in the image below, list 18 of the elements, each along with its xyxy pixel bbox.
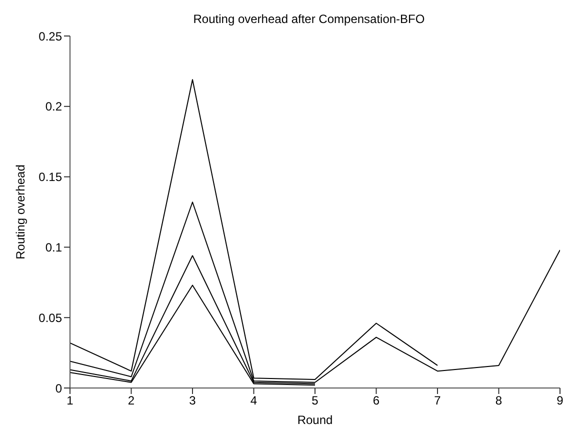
y-tick-label: 0.15 [38,170,62,184]
y-tick-label: 0.1 [45,240,62,254]
y-axis-title: Routing overhead [13,164,28,260]
x-axis-title: Round [297,413,333,427]
y-tick-label: 0.2 [45,100,62,114]
chart-title: Routing overhead after Compensation-BFO [192,12,426,26]
x-tick-label: 3 [189,394,196,408]
x-tick-label: 4 [250,394,258,408]
y-tick-label: 0 [55,381,62,396]
x-tick-label: 2 [128,394,135,408]
x-tick-label: 8 [495,394,502,408]
x-tick-label: 6 [372,394,380,408]
x-tick-label: 5 [312,394,319,408]
x-tick-label: 1 [66,394,74,408]
x-tick-label: 9 [556,394,564,408]
x-tick-label: 7 [434,394,442,408]
y-tick-label: 0.25 [38,29,62,44]
y-tick-label: 0.05 [38,310,62,325]
